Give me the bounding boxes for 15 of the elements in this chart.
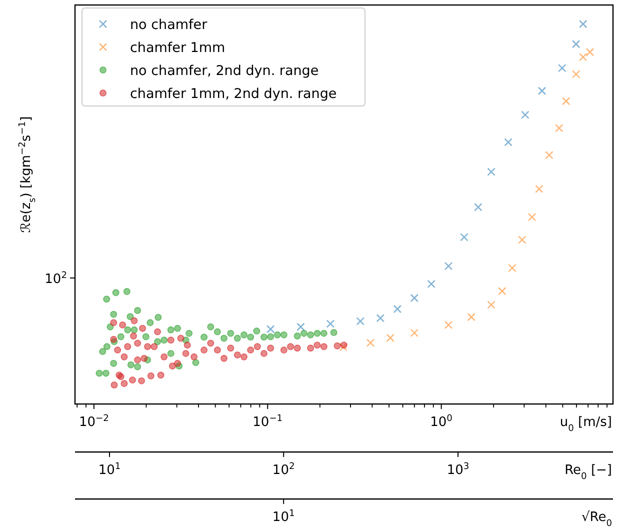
x-tick-label: 10$^{−1}$ [252,414,283,430]
text: √Re$_{0}$ [581,510,612,528]
legend-label: no chamfer, 2nd dyn. range [130,63,319,79]
x2-axis-title: Re$_{0}$ [−] [564,463,612,482]
legend-label: no chamfer [130,17,208,33]
text: 10$^{3}$ [446,462,470,478]
x-axis-title: u$_{0}$ [m/s] [560,415,612,434]
text: 10$^{2}$ [44,271,67,287]
x-tick-label: 10$^{0}$ [430,414,453,430]
text: 10$^{1}$ [272,509,295,525]
x-tick-label: 10$^{−2}$ [78,414,109,430]
text: 10$^{1}$ [98,462,121,478]
legend-label: chamfer 1mm, 2nd dyn. range [130,86,337,102]
legend-label: chamfer 1mm [130,40,226,56]
text: 10$^{2}$ [272,462,295,478]
